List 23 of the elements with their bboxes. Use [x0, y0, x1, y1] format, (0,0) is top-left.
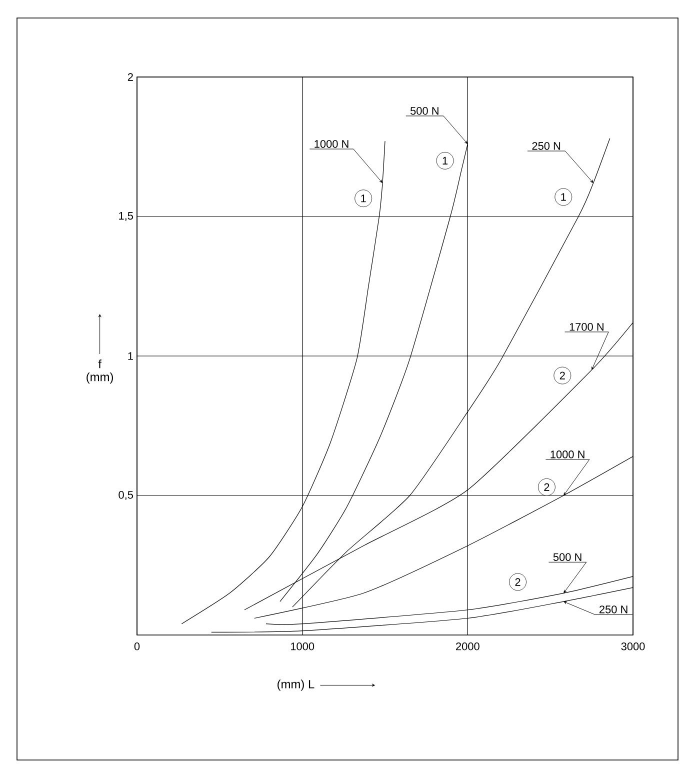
annotation: 1 [442, 156, 448, 164]
series-label: 250 N [599, 606, 628, 614]
x-tick-label: 3000 [621, 642, 645, 650]
annotation: 2 [515, 578, 520, 586]
y-axis-title: f (mm) [86, 360, 113, 384]
y-tick-label: 1,5 [119, 212, 134, 221]
annotation: 1 [361, 194, 366, 202]
y-tick-label: 2 [128, 73, 133, 81]
text: 1000 N [550, 450, 584, 458]
text: 500 N [553, 553, 582, 561]
annotation: 2 [544, 483, 550, 491]
x-axis-title: (mm) L [278, 680, 314, 691]
y-tick-label: 1 [128, 352, 133, 360]
x-tick-label: 1000 [290, 642, 314, 650]
text: 1000 N [314, 140, 348, 148]
x-tick-label: 0 [134, 642, 140, 650]
y-tick-label: 0,5 [118, 490, 134, 500]
annotation: 1 [561, 193, 566, 201]
x-tick-label: 2000 [456, 642, 480, 650]
text: 250 N [532, 142, 560, 150]
series-label: 1700 N [570, 323, 604, 331]
text: 500 N [410, 107, 438, 115]
annotation: 2 [560, 372, 565, 380]
